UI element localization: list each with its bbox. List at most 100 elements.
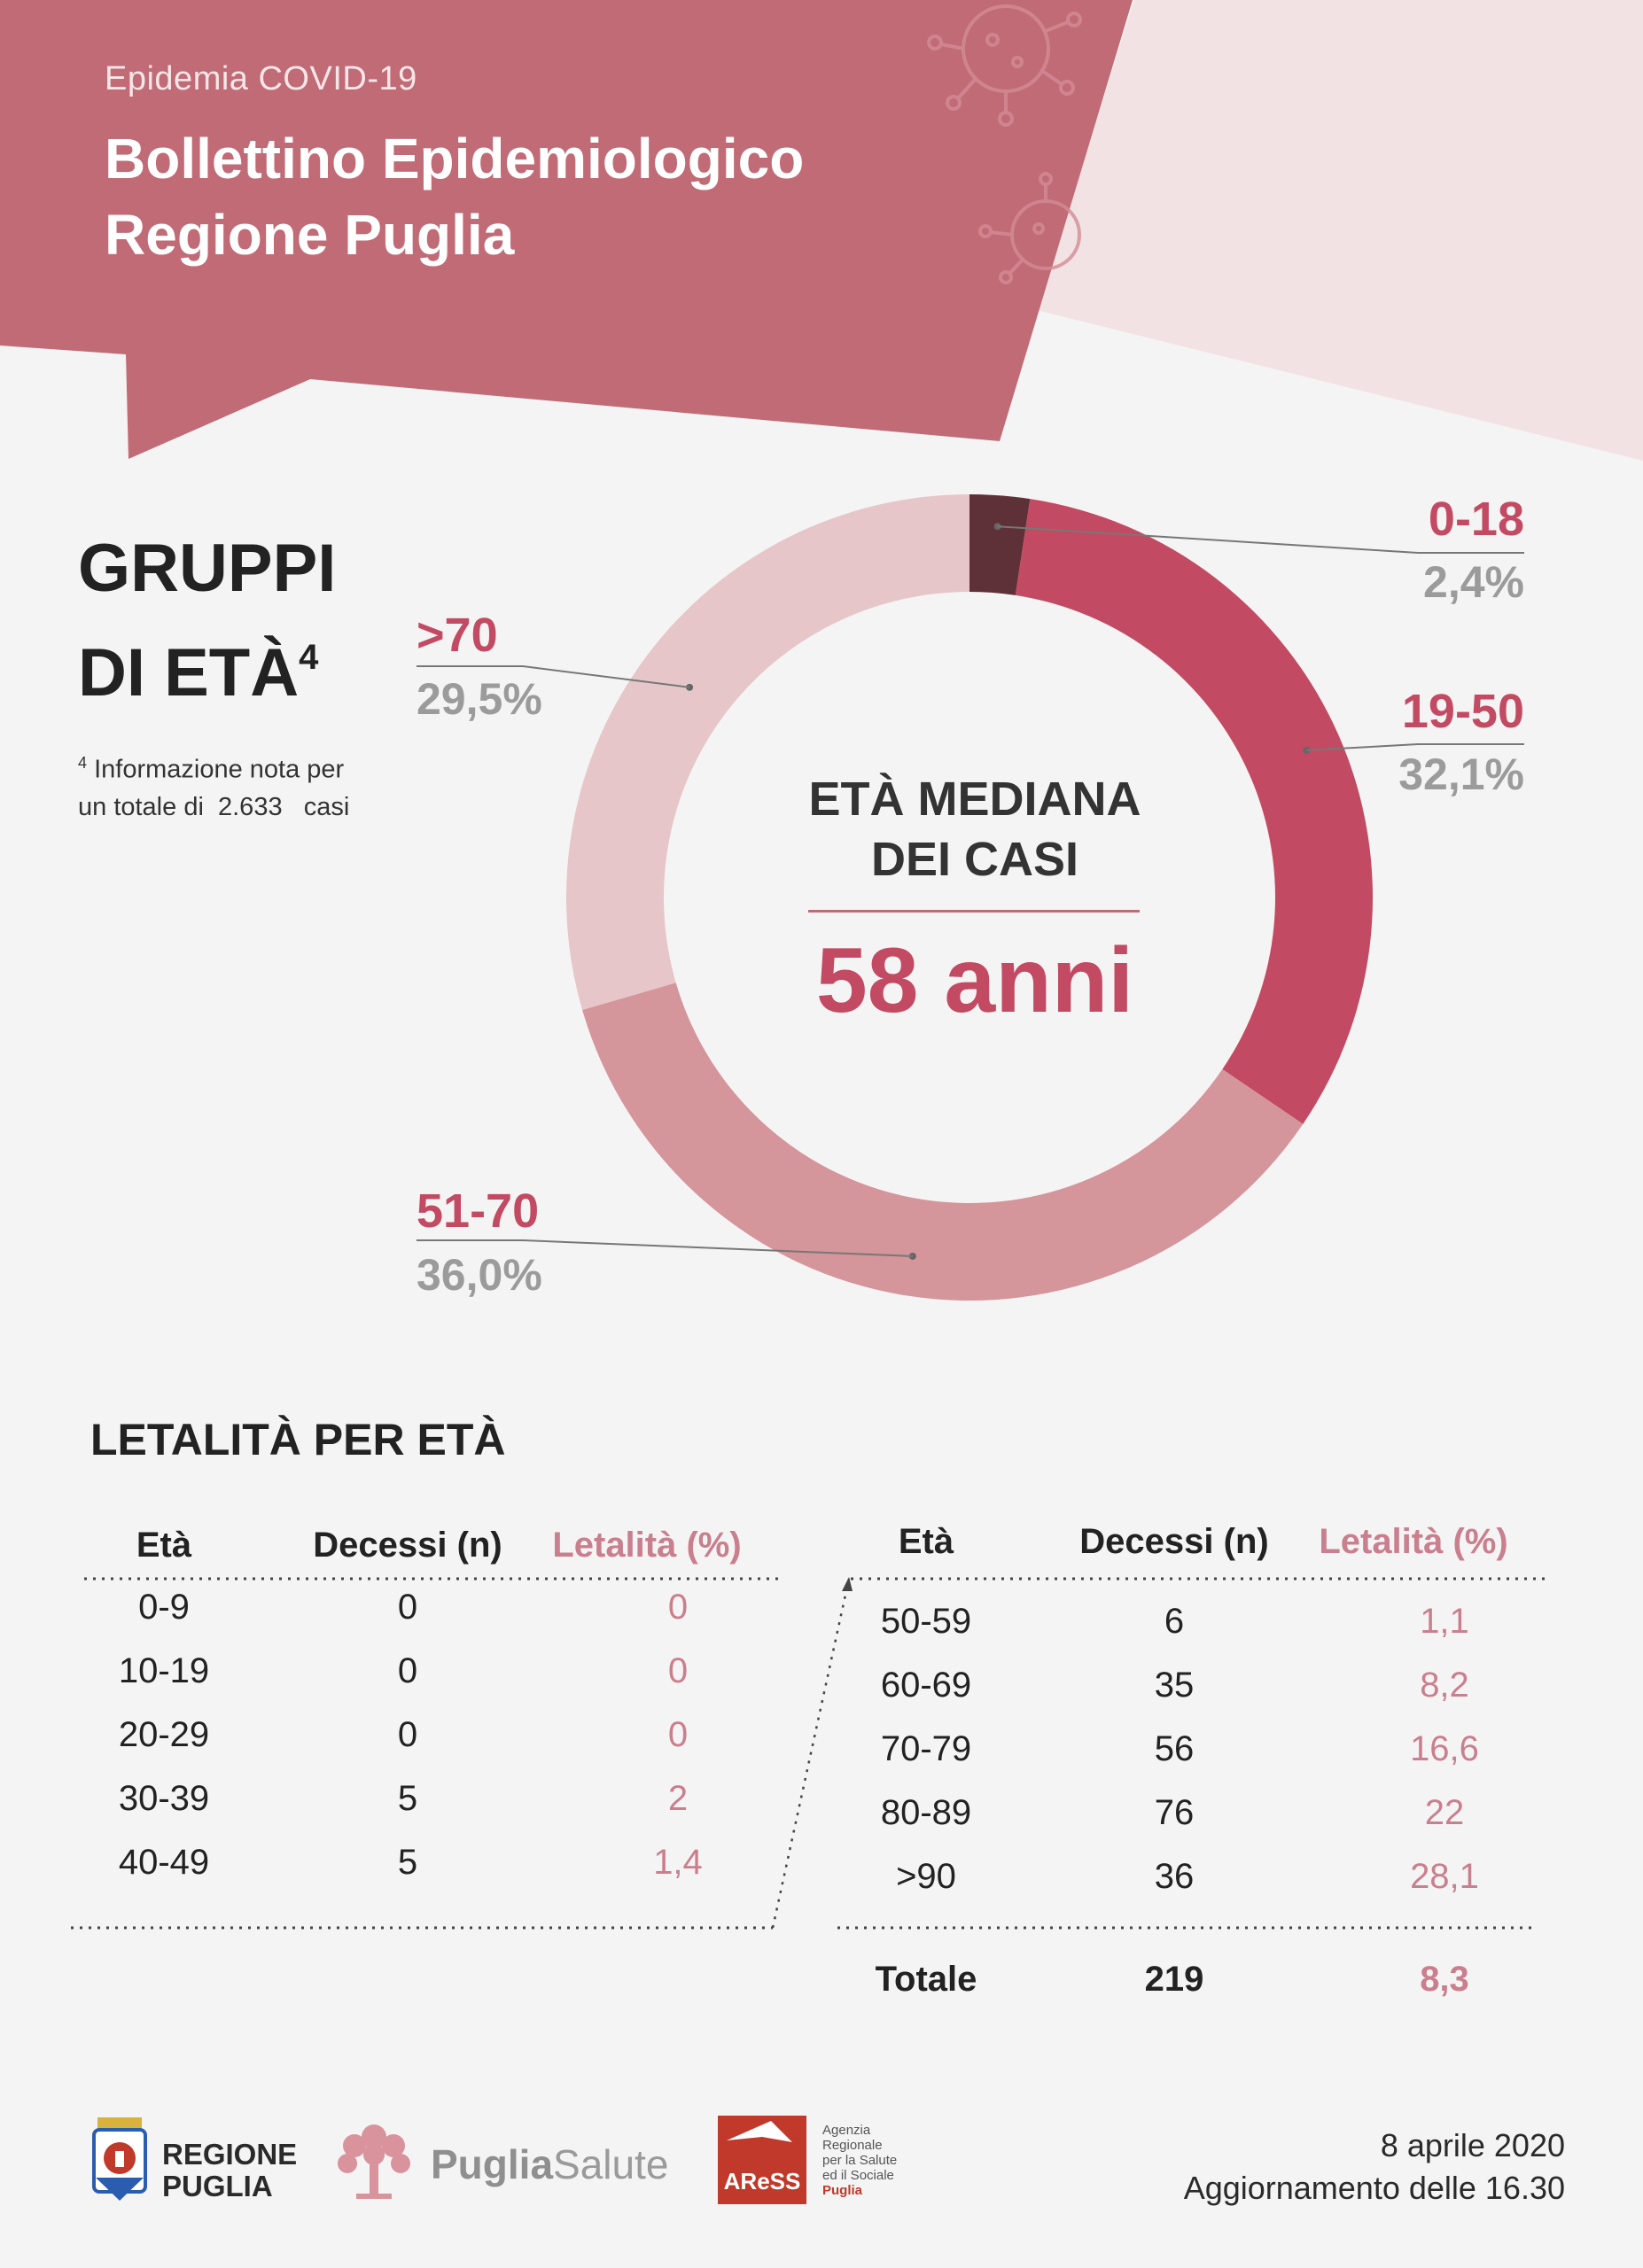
center-divider xyxy=(808,910,1140,913)
aress-line4: ed il Sociale xyxy=(822,2168,894,2183)
donut-center-label: ETÀ MEDIANA DEI CASI xyxy=(780,769,1170,889)
table-cell-lethality: 0 xyxy=(667,1651,689,1690)
median-age-value: 58 anni xyxy=(815,929,1134,1032)
right-header-eta: Età xyxy=(898,1522,954,1561)
lethality-title: LETALITÀ PER ETÀ xyxy=(90,1415,506,1464)
table-cell-deaths: 0 xyxy=(397,1588,418,1627)
age-groups-title-line2: DI ETÀ xyxy=(78,635,300,711)
leader-line-19-50 xyxy=(1306,743,1524,751)
table-cell-age: 0-9 xyxy=(138,1588,190,1627)
table-cell-lethality: 0 xyxy=(667,1715,689,1754)
aress-logo-text: AReSS xyxy=(723,2168,801,2194)
table-cell-deaths: 76 xyxy=(1154,1793,1195,1832)
footnote-sup: 4 xyxy=(78,754,88,772)
center-line1: ETÀ MEDIANA xyxy=(808,773,1141,826)
header-light-shape xyxy=(1037,0,1643,461)
footnote-line2: un totale di 2.633 casi xyxy=(78,792,350,821)
aress-logo-icon: AReSS xyxy=(718,2116,806,2204)
leader-line-0-18 xyxy=(997,525,1524,554)
regione-line2: PUGLIA xyxy=(162,2170,273,2202)
right-header-letalita: Letalità (%) xyxy=(1319,1522,1508,1561)
regione-puglia-crest-icon xyxy=(92,2117,147,2201)
table-cell-age: 40-49 xyxy=(118,1843,210,1882)
leader-line-over-70 xyxy=(417,665,690,688)
label-pct-0-18: 2,4% xyxy=(1423,557,1524,607)
header-dark-shape xyxy=(0,0,1133,459)
footer-update: Aggiornamento delle 16.30 xyxy=(1183,2170,1565,2206)
arrow-head-icon xyxy=(842,1577,853,1591)
table-cell-lethality: 2 xyxy=(667,1779,689,1818)
table-cell-deaths: 0 xyxy=(397,1651,418,1690)
table-cell-lethality: 16,6 xyxy=(1410,1729,1479,1768)
footer-date: 8 aprile 2020 xyxy=(1380,2127,1565,2163)
table-cell-age: 10-19 xyxy=(118,1651,210,1690)
left-header-eta: Età xyxy=(136,1526,192,1565)
label-age-51-70: 51-70 xyxy=(417,1184,540,1238)
footer-date-block: 8 aprile 2020 Aggiornamento delle 16.30 xyxy=(1122,2124,1565,2210)
center-line2: DEI CASI xyxy=(870,833,1079,886)
header-title-line2: Regione Puglia xyxy=(105,203,515,267)
left-header-letalita: Letalità (%) xyxy=(552,1526,742,1565)
label-age-over-70: >70 xyxy=(417,609,498,662)
total-lethality: 8,3 xyxy=(1420,1960,1469,1999)
aress-line5: Puglia xyxy=(822,2183,863,2198)
donut-chart xyxy=(417,494,1524,1301)
table-cell-deaths: 35 xyxy=(1154,1666,1195,1705)
age-groups-title-line1: GRUPPI xyxy=(78,531,337,606)
pugliasalute-logo: PugliaSalute xyxy=(431,2140,668,2188)
table-cell-lethality: 0 xyxy=(667,1588,689,1627)
label-pct-over-70: 29,5% xyxy=(417,674,542,724)
table-cell-lethality: 22 xyxy=(1424,1793,1465,1832)
table-cell-lethality: 8,2 xyxy=(1420,1666,1469,1705)
aress-line1: Agenzia xyxy=(822,2123,871,2138)
table-cell-deaths: 6 xyxy=(1164,1602,1185,1641)
aress-description: Agenzia Regionale per la Salute ed il So… xyxy=(822,2123,897,2198)
table-cell-age: 20-29 xyxy=(118,1715,210,1754)
virus-icon xyxy=(927,4,1082,127)
left-header-decessi: Decessi (n) xyxy=(313,1526,502,1565)
total-label: Totale xyxy=(875,1960,977,1999)
table-cell-deaths: 56 xyxy=(1154,1729,1195,1768)
footnote-line1: Informazione nota per xyxy=(94,755,345,784)
header-pretitle: Epidemia COVID-19 xyxy=(105,60,417,97)
age-groups-title: GRUPPI DI ETÀ4 xyxy=(78,524,336,718)
donut-slice-over-70 xyxy=(566,494,969,1010)
table-cell-age: 50-59 xyxy=(880,1602,972,1641)
table-cell-lethality: 28,1 xyxy=(1410,1857,1479,1896)
header-title: Bollettino Epidemiologico Regione Puglia xyxy=(105,120,804,273)
aress-line3: per la Salute xyxy=(822,2153,898,2168)
table-cell-deaths: 36 xyxy=(1154,1857,1195,1896)
donut-slice-19-50 xyxy=(1015,499,1373,1124)
pugliasalute-light: Salute xyxy=(553,2141,669,2187)
table-cell-age: 30-39 xyxy=(118,1779,210,1818)
regione-puglia-logo: REGIONE PUGLIA xyxy=(162,2139,297,2202)
pugliasalute-tree-icon xyxy=(338,2124,410,2199)
total-deaths: 219 xyxy=(1144,1960,1204,1999)
virus-icon-2 xyxy=(978,172,1081,284)
table-cell-lethality: 1,4 xyxy=(653,1843,703,1882)
table-cell-deaths: 5 xyxy=(397,1779,418,1818)
table-cell-age: 70-79 xyxy=(880,1729,972,1768)
table-cell-age: 80-89 xyxy=(880,1793,972,1832)
label-age-19-50: 19-50 xyxy=(1401,685,1524,738)
table-cell-deaths: 0 xyxy=(397,1715,418,1754)
age-groups-footnote: 4 Informazione nota per un totale di 2.6… xyxy=(78,744,397,826)
header-title-line1: Bollettino Epidemiologico xyxy=(105,127,805,190)
pugliasalute-bold: Puglia xyxy=(431,2141,554,2187)
aress-swoosh-icon xyxy=(727,2121,792,2142)
donut-slice-51-70 xyxy=(582,983,1304,1301)
aress-line2: Regionale xyxy=(822,2138,883,2153)
age-groups-title-sup: 4 xyxy=(299,638,319,677)
label-age-0-18: 0-18 xyxy=(1428,493,1524,546)
table-cell-age: 60-69 xyxy=(880,1666,972,1705)
right-header-decessi: Decessi (n) xyxy=(1079,1522,1269,1561)
leader-line-51-70 xyxy=(417,1239,913,1257)
table-cell-age: >90 xyxy=(896,1857,956,1896)
table-cell-deaths: 5 xyxy=(397,1843,418,1882)
label-pct-51-70: 36,0% xyxy=(417,1250,542,1300)
regione-line1: REGIONE xyxy=(162,2138,298,2171)
label-pct-19-50: 32,1% xyxy=(1398,750,1524,799)
table-cell-lethality: 1,1 xyxy=(1420,1602,1469,1641)
